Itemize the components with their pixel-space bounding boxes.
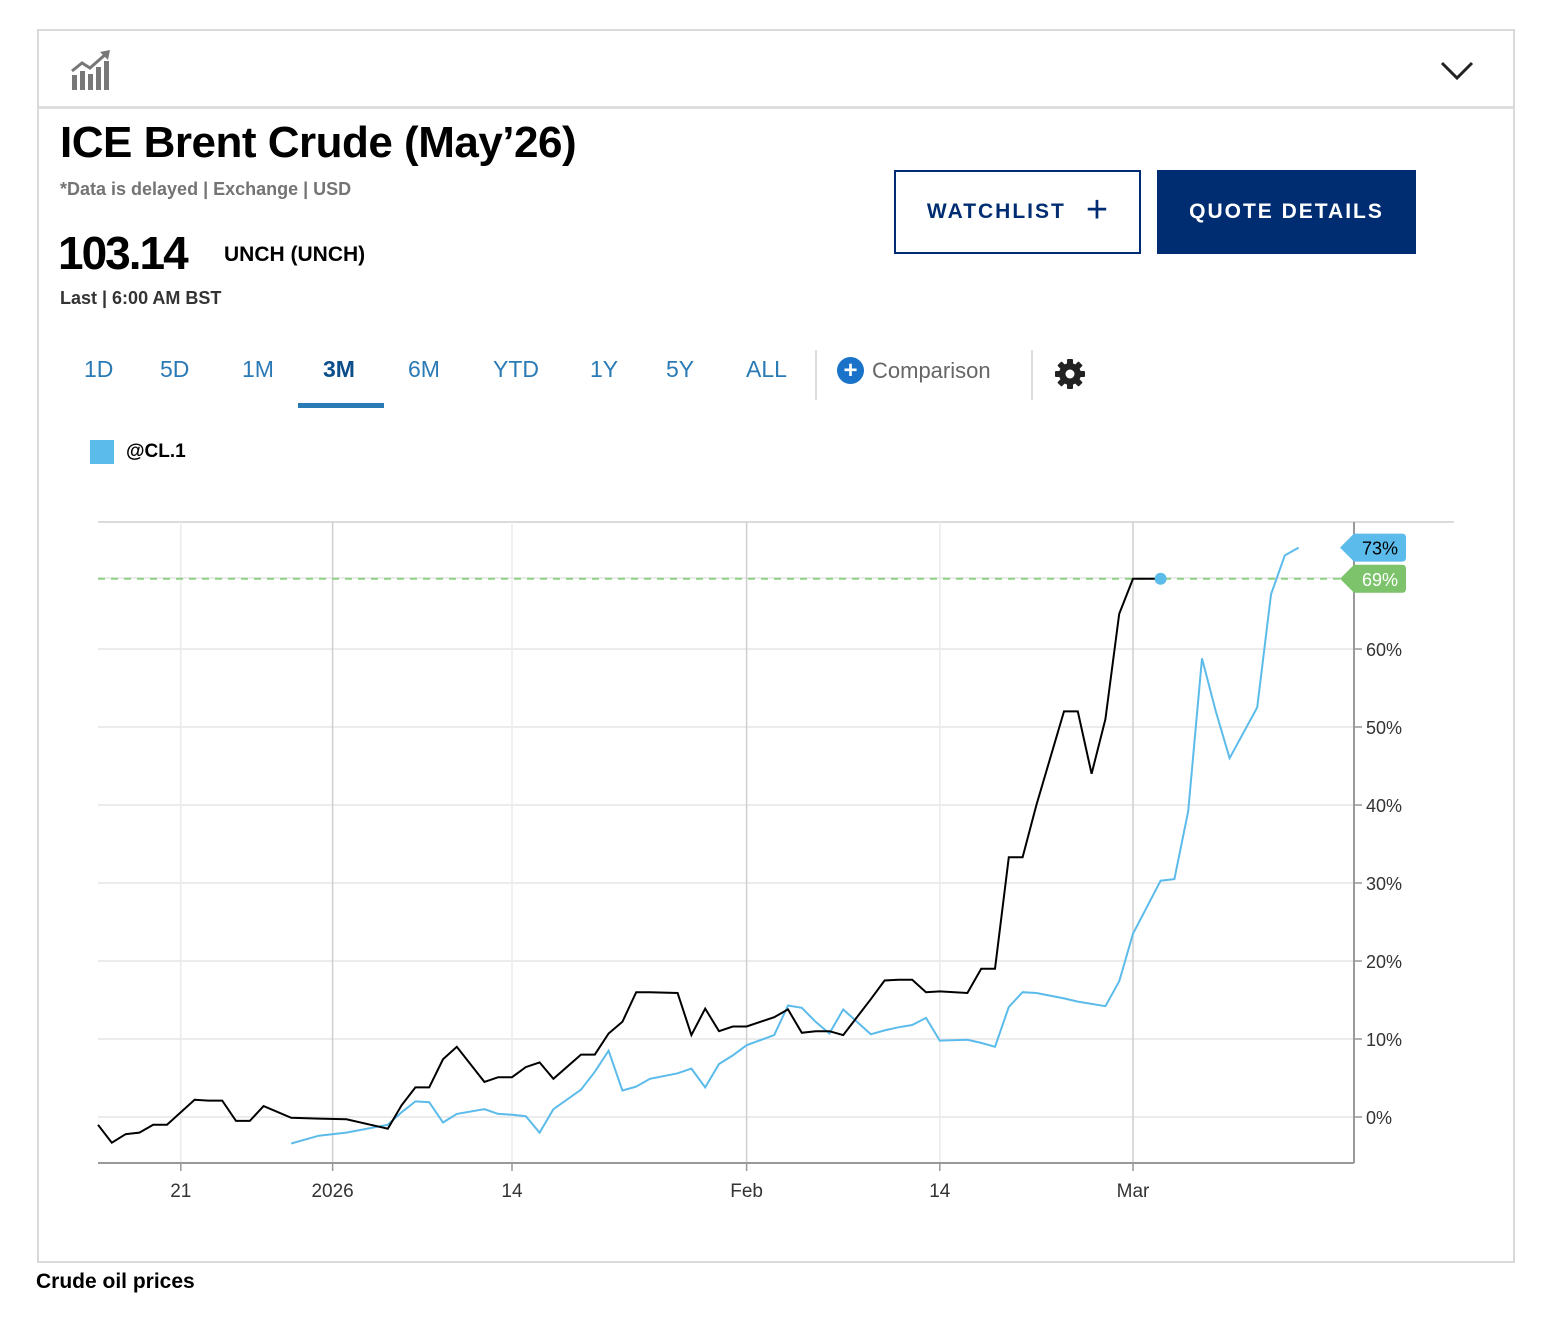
badge-background	[1340, 533, 1406, 562]
watchlist-button[interactable]: WATCHLIST +	[894, 170, 1141, 254]
active-tab-indicator	[298, 403, 384, 408]
gear-icon[interactable]	[1054, 358, 1086, 390]
badge-background	[1340, 564, 1406, 593]
last-point-marker	[1154, 572, 1167, 585]
y-tick-label: 60%	[1366, 640, 1402, 660]
y-tick-label: 40%	[1366, 796, 1402, 816]
comparison-label: Comparison	[872, 357, 991, 383]
add-circle-icon: +	[837, 357, 864, 384]
x-tick-label: 14	[929, 1181, 951, 1202]
range-tab-ytd[interactable]: YTD	[493, 356, 539, 382]
toolbar-divider	[815, 350, 817, 400]
range-tab-1m[interactable]: 1M	[242, 356, 274, 382]
x-tick-label: 14	[501, 1181, 523, 1202]
range-tab-3m[interactable]: 3M	[323, 356, 355, 382]
comparison-button[interactable]: + Comparison	[837, 357, 991, 384]
x-tick-label: 2026	[311, 1181, 353, 1202]
range-tab-6m[interactable]: 6M	[408, 356, 440, 382]
price-change: UNCH (UNCH)	[224, 243, 366, 266]
chart-growth-icon	[71, 50, 110, 90]
instrument-title: ICE Brent Crude (May’26)	[60, 118, 577, 167]
y-tick-label: 50%	[1366, 718, 1402, 738]
figure-caption: Crude oil prices	[36, 1270, 195, 1293]
badge-label: 69%	[1362, 570, 1398, 590]
x-tick-label: Mar	[1117, 1181, 1150, 1202]
toolbar-divider	[1031, 350, 1033, 400]
x-tick-label: Feb	[730, 1181, 763, 1202]
y-tick-label: 10%	[1366, 1030, 1402, 1050]
y-tick-label: 30%	[1366, 874, 1402, 894]
chart-legend: @CL.1	[90, 440, 186, 464]
range-tab-all[interactable]: ALL	[746, 356, 787, 382]
last-value-badge: 73%	[1340, 533, 1406, 562]
range-tab-5y[interactable]: 5Y	[666, 356, 695, 382]
data-delayed-note: *Data is delayed | Exchange | USD	[60, 179, 352, 199]
card-header	[39, 31, 1513, 109]
last-price: 103.14	[58, 227, 189, 279]
series-line-cl1	[290, 546, 1300, 1145]
y-tick-label: 20%	[1366, 952, 1402, 972]
chevron-down-icon[interactable]	[1439, 55, 1475, 85]
last-update-time: Last | 6:00 AM BST	[60, 288, 222, 308]
last-value-badge: 69%	[1340, 564, 1406, 593]
legend-swatch	[90, 440, 114, 464]
range-tab-5d[interactable]: 5D	[160, 356, 190, 382]
range-tab-1d[interactable]: 1D	[84, 356, 114, 382]
legend-label: @CL.1	[126, 441, 186, 462]
range-tab-1y[interactable]: 1Y	[590, 356, 619, 382]
plus-icon: +	[1085, 189, 1109, 231]
series-line-brent	[97, 577, 1161, 1145]
quote-details-button[interactable]: QUOTE DETAILS	[1157, 170, 1416, 254]
x-tick-label: 21	[170, 1181, 191, 1202]
watchlist-label: WATCHLIST	[926, 200, 1066, 223]
badge-label: 73%	[1362, 539, 1398, 559]
y-tick-label: 0%	[1366, 1108, 1392, 1128]
